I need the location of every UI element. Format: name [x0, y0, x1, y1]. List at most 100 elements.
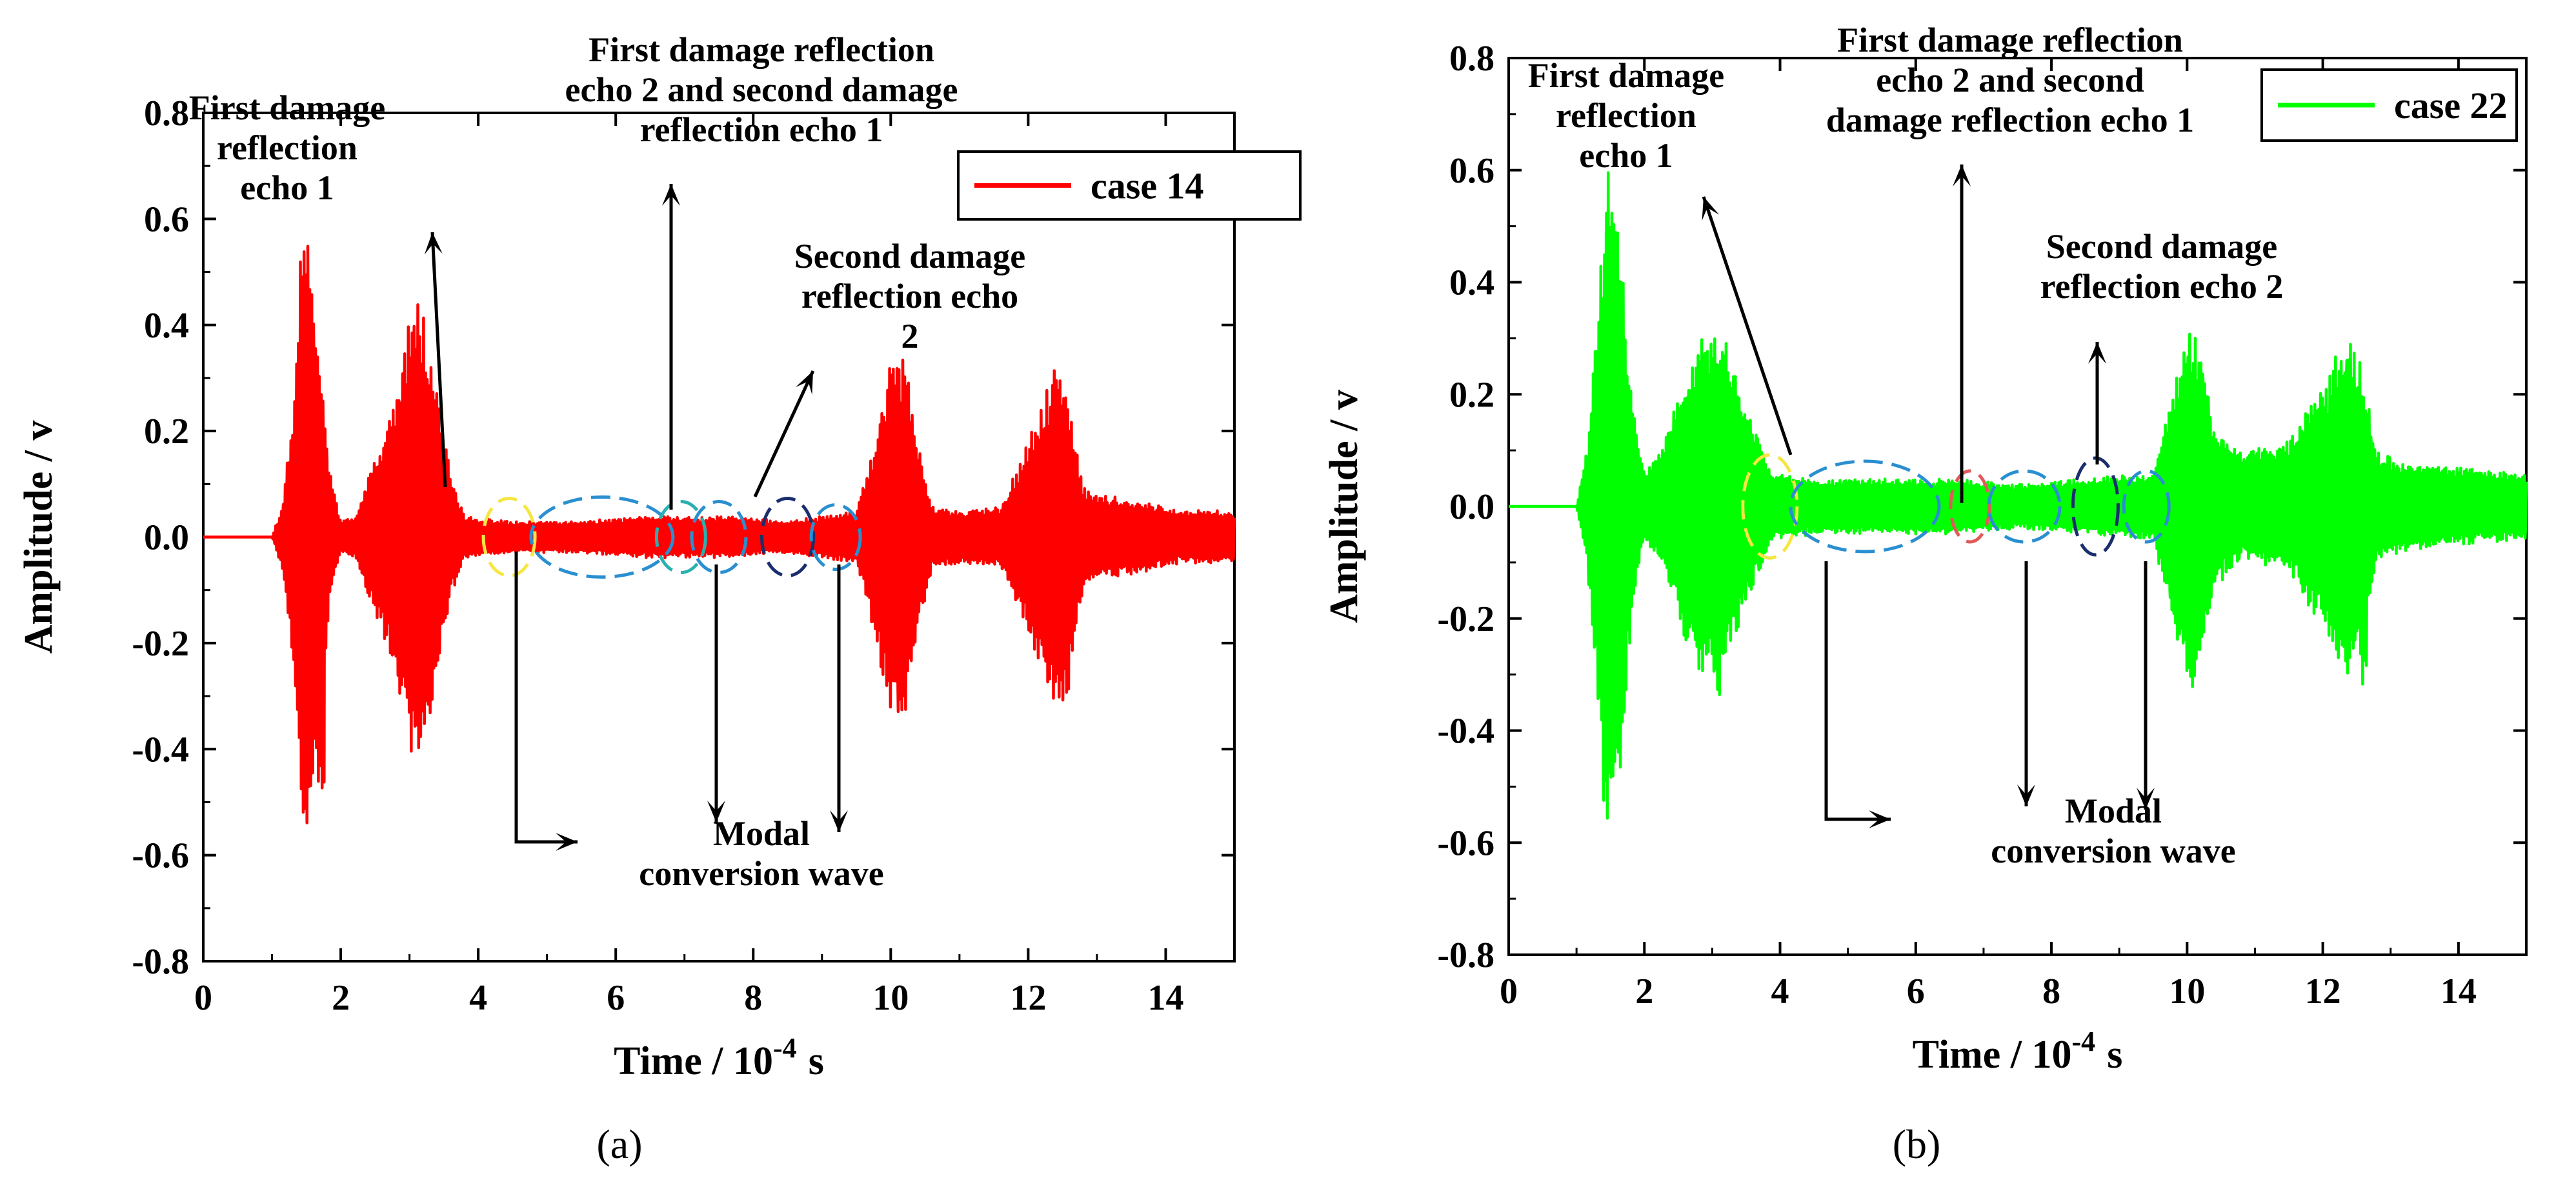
- annotation-text: Second damage reflection echo 2: [794, 237, 1026, 355]
- annotation-arrowhead: [556, 833, 578, 851]
- y-tick-label: 0.4: [144, 306, 189, 346]
- annotation-line: Second damage: [794, 237, 1026, 275]
- annotation-arrow: [514, 552, 578, 844]
- x-axis-label-base: Time / 10: [614, 1039, 773, 1083]
- annotation-line: echo 1: [240, 168, 334, 207]
- series-line-case-14: [202, 244, 1236, 824]
- annotation-arrowhead: [1869, 810, 1891, 828]
- highlight-ellipse: [481, 497, 537, 577]
- chart-panel-a: -0.8 -0.6 -0.4 -0.2 0.0 0.2 0.4 0.6 0.8 0 2 4 6 8 10 12…: [17, 30, 1302, 1167]
- highlight-ellipse: [760, 497, 816, 577]
- annotation-line: reflection echo: [801, 277, 1018, 315]
- annotation-line: First damage: [1528, 56, 1724, 95]
- highlight-ellipse: [690, 500, 748, 574]
- highlight-ellipse: [2071, 456, 2120, 557]
- annotation-arrowhead: [796, 371, 813, 395]
- x-axis-label-unit: s: [809, 1039, 824, 1083]
- x-tick-label: 0: [194, 978, 212, 1018]
- y-axis-label: Amplitude / v: [1322, 390, 1366, 623]
- annotation-line: reflection echo 1: [640, 110, 883, 149]
- annotation-line: echo 2 and second damage: [565, 70, 958, 109]
- annotation-text: First damage reflection echo 1: [1528, 56, 1724, 175]
- annotation-arrowhead: [2017, 784, 2035, 806]
- x-tick-label: 4: [469, 978, 487, 1018]
- x-tick-label: 2: [1635, 972, 1653, 1012]
- x-tick-label: 4: [1771, 972, 1789, 1012]
- y-tick-label: -0.6: [132, 836, 189, 876]
- legend-label: case 22: [2394, 85, 2508, 126]
- x-tick-label: 8: [2042, 972, 2060, 1012]
- annotation-arrowhead: [1702, 197, 1720, 221]
- x-tick-label: 10: [872, 978, 909, 1018]
- annotation-line: 2: [901, 317, 919, 355]
- highlight-ellipse: [1949, 469, 1991, 544]
- x-tick-label: 12: [1010, 978, 1046, 1018]
- x-axis-label-exponent: -4: [773, 1032, 797, 1064]
- annotation-text: First damage reflection echo 2 and second…: [565, 30, 958, 149]
- highlight-ellipse: [654, 500, 707, 574]
- legend-label: case 14: [1091, 165, 1204, 207]
- y-tick-label: 0.8: [1449, 39, 1494, 79]
- annotation-text: Modal conversion wave: [1991, 792, 2235, 870]
- highlight-ellipse: [1789, 459, 1941, 554]
- annotation-arrowhead: [1953, 165, 1971, 186]
- annotation-arrowhead: [830, 810, 848, 832]
- annotation-text: Second damage reflection echo 2: [2040, 227, 2284, 306]
- y-tick-label: -0.6: [1437, 823, 1494, 863]
- panel-label: (a): [596, 1121, 642, 1167]
- annotation-arrow: [1702, 196, 1793, 455]
- y-tick-label: 0.6: [144, 199, 189, 239]
- y-tick-label: 0.0: [144, 518, 189, 558]
- y-tick-label: -0.4: [1437, 712, 1494, 752]
- chart-panel-b: -0.8 -0.6 -0.4 -0.2 0.0 0.2 0.4 0.6 0.8 0 2 4 6 8 10 12…: [1322, 21, 2528, 1167]
- y-tick-label: -0.2: [1437, 599, 1494, 639]
- series-line-case-22: [1507, 171, 2528, 820]
- annotation-line: damage reflection echo 1: [1826, 101, 2194, 139]
- annotation-line: Second damage: [2046, 227, 2278, 266]
- annotation-text: Modal conversion wave: [639, 814, 883, 893]
- y-axis-label: Amplitude / v: [17, 421, 61, 654]
- highlight-ellipse: [1987, 469, 2062, 544]
- x-tick-label: 12: [2305, 972, 2341, 1012]
- annotation-line: conversion wave: [1991, 832, 2235, 870]
- y-tick-label: 0.2: [1449, 375, 1494, 415]
- y-tick-label: -0.4: [132, 730, 189, 770]
- annotation-line: conversion wave: [639, 854, 883, 893]
- x-tick-label: 2: [332, 978, 350, 1018]
- annotation-arrowhead: [662, 184, 680, 206]
- annotation-line: reflection: [1556, 96, 1696, 135]
- annotation-line: reflection echo 2: [2040, 267, 2284, 306]
- annotation-line: First damage reflection: [589, 30, 934, 69]
- x-tick-label: 6: [607, 978, 625, 1018]
- x-tick-label: 6: [1907, 972, 1925, 1012]
- x-axis-label-unit: s: [2107, 1033, 2122, 1077]
- y-tick-label: 0.0: [1449, 487, 1494, 527]
- y-tick-label: 0.2: [144, 412, 189, 452]
- annotation-text: First damage reflection echo 1: [189, 88, 385, 207]
- annotation-line: Modal: [2065, 792, 2162, 830]
- highlight-ellipse: [2122, 469, 2171, 544]
- y-tick-label: -0.8: [1437, 935, 1494, 975]
- annotation-line: echo 2 and second: [1876, 61, 2144, 99]
- highlight-ellipse: [529, 495, 675, 579]
- annotation-arrowhead: [707, 801, 725, 823]
- annotation-arrow: [753, 370, 815, 498]
- x-tick-label: 10: [2169, 972, 2205, 1012]
- annotation-line: First damage: [189, 88, 385, 127]
- y-tick-label: -0.2: [132, 624, 189, 664]
- y-tick-label: -0.8: [132, 942, 189, 982]
- x-axis-label-base: Time / 10: [1913, 1033, 2072, 1077]
- highlight-ellipse: [809, 503, 862, 571]
- x-axis-label-exponent: -4: [2072, 1026, 2096, 1057]
- annotation-arrowhead: [2137, 788, 2155, 810]
- y-tick-label: 0.8: [144, 94, 189, 134]
- annotation-line: echo 1: [1579, 136, 1673, 175]
- y-tick-label: 0.4: [1449, 263, 1494, 303]
- annotation-line: reflection: [217, 128, 357, 167]
- annotation-text: First damage reflection echo 2 and second…: [1826, 21, 2194, 139]
- y-tick-label: 0.6: [1449, 151, 1494, 191]
- annotation-arrowhead: [2088, 342, 2106, 364]
- x-tick-label: 14: [1147, 978, 1183, 1018]
- panel-label: (b): [1893, 1121, 1941, 1167]
